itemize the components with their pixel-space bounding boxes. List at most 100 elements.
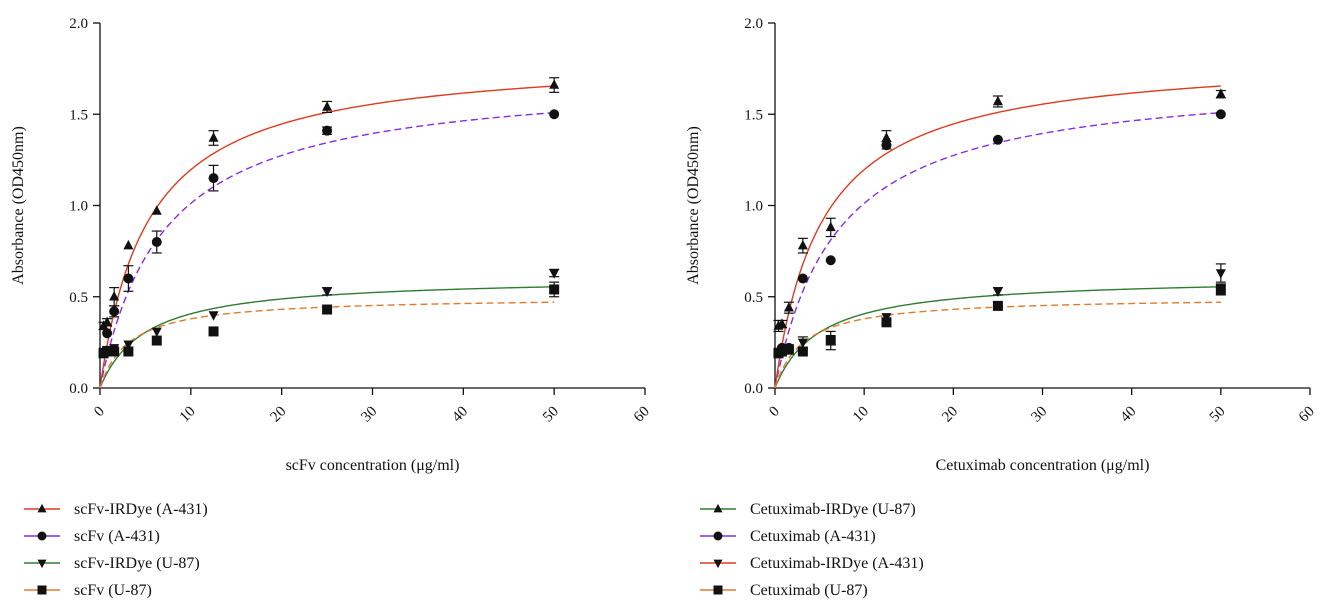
data-point	[797, 239, 808, 250]
data-point	[549, 269, 560, 279]
fit-curve-2	[774, 111, 1221, 389]
data-point	[151, 335, 162, 346]
data-point	[776, 318, 787, 328]
data-point	[825, 221, 836, 232]
data-point	[881, 317, 892, 328]
data-point	[549, 284, 560, 295]
data-point	[992, 95, 1003, 106]
y-tick-label: 1.5	[69, 107, 88, 123]
y-axis-title: Absorbance (OD450nm)	[685, 126, 702, 285]
fit-curve-3	[774, 85, 1221, 389]
x-tick-label: 10	[177, 404, 199, 426]
data-point	[123, 340, 134, 350]
data-point	[825, 255, 836, 266]
legend-label: scFv-IRDye (U-87)	[74, 555, 200, 572]
legend-item-1: Cetuximab-IRDye (U-87)	[700, 501, 916, 518]
legend-item-3: Cetuximab-IRDye (A-431)	[700, 555, 924, 572]
data-point	[1215, 88, 1226, 98]
x-tick-label: 0	[91, 404, 108, 421]
series-4	[98, 281, 560, 359]
legend-marker	[37, 559, 47, 569]
data-point	[109, 291, 120, 301]
legend-label: scFv (U-87)	[74, 582, 152, 599]
legend-label: scFv-IRDye (A-431)	[74, 501, 208, 518]
y-tick-label: 2.0	[69, 16, 88, 32]
x-tick-label: 30	[358, 404, 380, 426]
fit-curve-4	[99, 301, 555, 389]
legend-item-3: scFv-IRDye (U-87)	[24, 555, 200, 572]
fit-curve-3	[99, 286, 555, 389]
legend-item-1: scFv-IRDye (A-431)	[24, 501, 208, 518]
data-point	[797, 338, 808, 349]
y-tick-label: 1.5	[744, 107, 763, 123]
data-point	[123, 346, 134, 357]
chart-panel-1: 0.0 0.5 1.0 1.5 2.0 0 10 20 30 40 50 60 scFv concent…	[10, 16, 653, 599]
data-point	[102, 316, 113, 327]
x-tick-label: 40	[449, 404, 471, 426]
fit-curve-4	[774, 301, 1221, 389]
series-1	[98, 77, 560, 331]
data-point	[322, 304, 333, 315]
data-point	[208, 173, 219, 184]
data-point	[1215, 284, 1226, 295]
legend-marker	[713, 531, 723, 541]
data-point	[992, 287, 1003, 298]
data-point	[992, 300, 1003, 311]
data-point	[992, 134, 1003, 145]
data-point	[109, 346, 120, 357]
x-tick-label: 40	[1118, 404, 1140, 426]
legend-item-4: scFv (U-87)	[24, 582, 152, 599]
legend-marker	[37, 585, 47, 595]
data-point	[123, 239, 134, 250]
data-point	[322, 101, 333, 111]
x-tick-label: 60	[1296, 404, 1318, 426]
legend-marker	[37, 531, 47, 541]
data-point	[783, 301, 794, 312]
data-point	[151, 237, 162, 247]
y-tick-label: 0.5	[69, 290, 88, 306]
legend-marker	[713, 559, 723, 569]
x-tick-label: 50	[1207, 404, 1229, 426]
data-point	[1215, 109, 1226, 120]
legend-label: Cetuximab-IRDye (A-431)	[750, 555, 924, 572]
data-point	[102, 328, 113, 339]
legend-item-4: Cetuximab (U-87)	[700, 582, 868, 599]
legend-label: Cetuximab (A-431)	[750, 528, 876, 545]
chart-panel-2: 0.0 0.5 1.0 1.5 2.0 0 10 20 30 40 50 60 Cetuximab co…	[685, 16, 1318, 599]
legend-marker	[37, 503, 47, 513]
data-point	[208, 326, 219, 337]
legend-item-2: scFv (A-431)	[24, 528, 160, 545]
x-axis-title: scFv concentration (μg/ml)	[286, 457, 460, 474]
series-4	[773, 283, 1226, 359]
x-tick-label: 0	[766, 404, 783, 421]
data-point	[208, 132, 219, 142]
data-point	[1215, 269, 1226, 279]
legend-marker	[713, 503, 723, 513]
legend-label: Cetuximab (U-87)	[750, 582, 868, 599]
data-point	[123, 273, 134, 284]
y-tick-label: 2.0	[744, 16, 763, 32]
y-tick-label: 0.0	[744, 381, 763, 397]
data-point	[322, 287, 333, 298]
y-tick-label: 1.0	[69, 199, 88, 215]
data-point	[797, 346, 808, 357]
legend-label: scFv (A-431)	[74, 528, 160, 545]
y-tick-label: 0.5	[744, 290, 763, 306]
x-tick-label: 10	[850, 404, 872, 426]
data-point	[776, 346, 787, 357]
x-tick-label: 20	[268, 404, 290, 426]
data-point	[109, 306, 120, 317]
data-point	[102, 346, 113, 357]
legend-item-2: Cetuximab (A-431)	[700, 528, 876, 545]
data-point	[208, 311, 219, 321]
data-point	[797, 273, 808, 284]
data-point	[783, 344, 794, 355]
y-tick-label: 1.0	[744, 199, 763, 215]
data-point	[549, 79, 560, 89]
x-tick-label: 50	[540, 404, 562, 426]
data-point	[322, 125, 333, 136]
data-point	[881, 140, 892, 151]
data-point	[825, 335, 836, 346]
legend-label: Cetuximab-IRDye (U-87)	[750, 501, 916, 518]
